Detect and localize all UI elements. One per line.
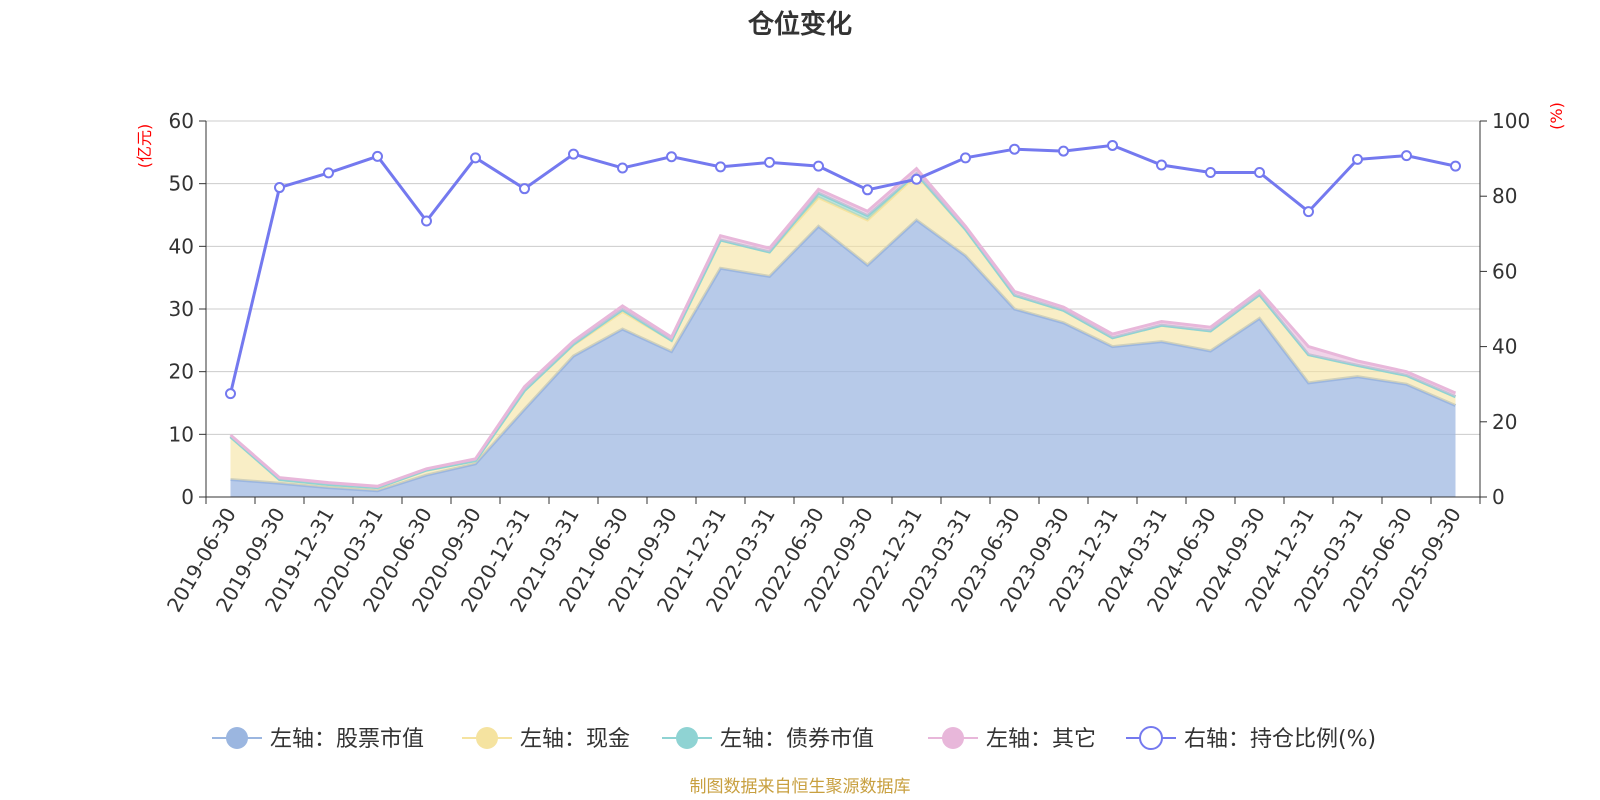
- right-tick-label: 100: [1492, 109, 1530, 133]
- left-axis-unit: (亿元): [135, 124, 154, 169]
- area-series-0: [230, 220, 1456, 497]
- right-axis-unit: (%): [1547, 102, 1566, 130]
- area-series-1: [230, 174, 1456, 491]
- right-tick-label: 20: [1492, 410, 1517, 434]
- right-tick-label: 0: [1492, 485, 1505, 509]
- ratio-point[interactable]: [1450, 160, 1461, 172]
- legend-item[interactable]: 左轴：其它: [928, 727, 1096, 752]
- legend-circle-icon: [476, 727, 498, 749]
- legend-item[interactable]: 左轴：股票市值: [212, 727, 424, 752]
- ratio-point[interactable]: [617, 162, 628, 174]
- legend-label: 左轴：债券市值: [720, 727, 874, 752]
- ratio-point[interactable]: [421, 215, 432, 227]
- ratio-point[interactable]: [1303, 206, 1314, 218]
- legend-label: 左轴：现金: [520, 727, 630, 752]
- left-tick-label: 40: [169, 234, 194, 258]
- source-note: 制图数据来自恒生聚源数据库: [690, 777, 911, 797]
- ratio-point[interactable]: [1254, 167, 1265, 179]
- legend-label: 左轴：其它: [986, 727, 1096, 752]
- stacked-areas: [229, 166, 1457, 497]
- legend-circle-icon: [942, 727, 964, 749]
- right-tick-label: 60: [1492, 259, 1517, 283]
- ratio-point[interactable]: [274, 182, 285, 194]
- ratio-point[interactable]: [1058, 145, 1069, 157]
- ratio-point[interactable]: [813, 160, 824, 172]
- legend-circle-icon: [226, 727, 248, 749]
- legend-item[interactable]: 左轴：债券市值: [662, 727, 874, 752]
- chart-title: 仓位变化: [747, 9, 852, 40]
- left-tick-label: 0: [181, 485, 194, 509]
- ratio-point[interactable]: [519, 183, 530, 195]
- ratio-point[interactable]: [960, 152, 971, 164]
- ratio-point[interactable]: [1352, 153, 1363, 165]
- ratio-point[interactable]: [1009, 143, 1020, 155]
- ratio-point[interactable]: [1401, 150, 1412, 162]
- ratio-point[interactable]: [1205, 167, 1216, 179]
- ratio-point[interactable]: [666, 151, 677, 163]
- right-tick-label: 40: [1492, 335, 1517, 359]
- ratio-point[interactable]: [862, 184, 873, 196]
- ratio-point[interactable]: [715, 161, 726, 173]
- left-tick-label: 60: [169, 109, 194, 133]
- left-tick-label: 10: [169, 422, 194, 446]
- right-tick-label: 80: [1492, 184, 1517, 208]
- legend-item[interactable]: 右轴：持仓比例(%): [1126, 726, 1376, 752]
- ratio-point[interactable]: [470, 152, 481, 164]
- left-tick-label: 20: [169, 360, 194, 384]
- ratio-series: [225, 139, 1461, 400]
- legend-item[interactable]: 左轴：现金: [462, 727, 630, 752]
- area-edge-series-3: [229, 166, 1457, 488]
- left-tick-label: 50: [169, 172, 194, 196]
- legend[interactable]: 左轴：股票市值 左轴：现金 左轴：债券市值 左轴：其它 右轴：持仓比例(%): [212, 726, 1376, 752]
- legend-label: 左轴：股票市值: [270, 727, 424, 752]
- legend-label: 右轴：持仓比例(%): [1184, 727, 1376, 752]
- left-tick-label: 30: [169, 297, 194, 321]
- ratio-point[interactable]: [225, 388, 236, 400]
- ratio-line-path: [229, 143, 1456, 394]
- ratio-point[interactable]: [764, 156, 775, 168]
- legend-hollow-circle-icon: [1139, 726, 1163, 750]
- ratio-point[interactable]: [323, 167, 334, 179]
- ratio-point[interactable]: [1107, 139, 1118, 151]
- legend-circle-icon: [676, 727, 698, 749]
- ratio-point[interactable]: [568, 148, 579, 160]
- ratio-point[interactable]: [372, 150, 383, 162]
- ratio-point[interactable]: [1156, 159, 1167, 171]
- ratio-point[interactable]: [911, 173, 922, 185]
